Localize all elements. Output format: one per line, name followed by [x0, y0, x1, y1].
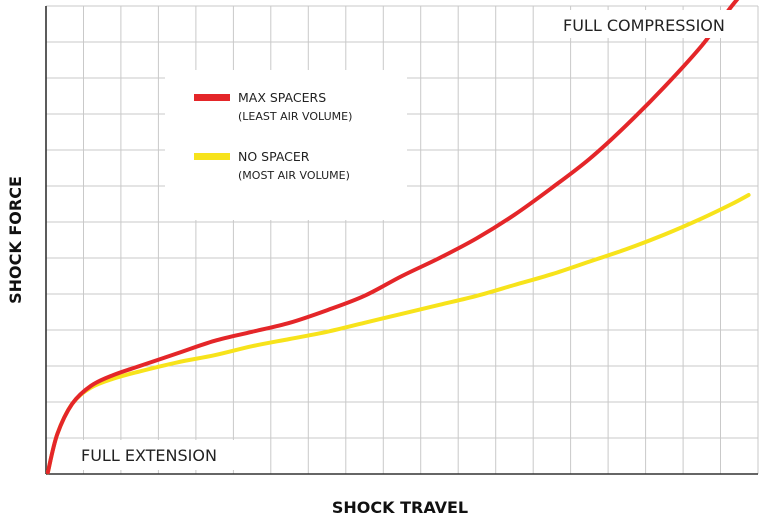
legend-sublabel-max-spacers: (LEAST AIR VOLUME) [238, 110, 352, 123]
legend-label-no-spacer: NO SPACER [238, 149, 310, 164]
legend: MAX SPACERS (LEAST AIR VOLUME) NO SPACER… [165, 70, 407, 220]
full-extension-annotation: FULL EXTENSION [81, 446, 217, 465]
y-axis-title: SHOCK FORCE [6, 176, 25, 304]
extension-label-background [76, 440, 248, 470]
legend-label-max-spacers: MAX SPACERS [238, 90, 326, 105]
series-line-no-spacer [45, 193, 751, 475]
legend-sublabel-no-spacer: (MOST AIR VOLUME) [238, 169, 350, 182]
legend-swatch-no-spacer [194, 153, 230, 160]
x-axis-title: SHOCK TRAVEL [332, 498, 468, 517]
series-layer [45, 0, 751, 475]
series-line-max-spacers [45, 0, 740, 475]
full-compression-annotation: FULL COMPRESSION [563, 16, 725, 35]
legend-swatch-max-spacers [194, 94, 230, 101]
compression-label-background [557, 10, 755, 38]
